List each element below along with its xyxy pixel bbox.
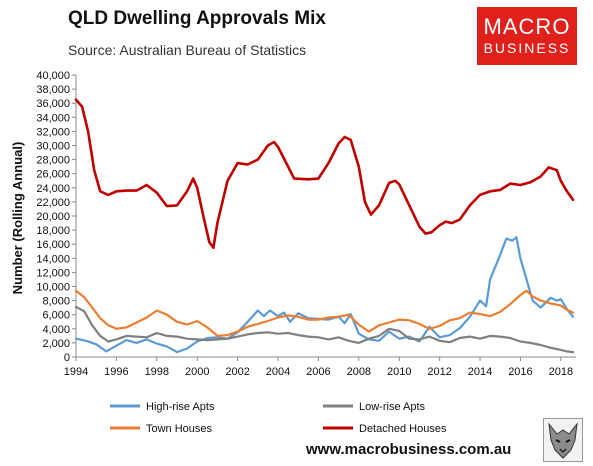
x-tick-label: 1994 bbox=[64, 366, 88, 378]
x-axis: 1994 1996 1998 2000 2002 2004 2006 2008 2010 2012… bbox=[64, 356, 576, 378]
legend-label: High-rise Apts bbox=[146, 401, 215, 413]
chart-subtitle: Source: Australian Bureau of Statistics bbox=[68, 42, 307, 58]
y-tick-label: 38,000 bbox=[36, 84, 70, 96]
y-tick-label: 24,000 bbox=[36, 183, 70, 195]
x-tick-label: 2004 bbox=[266, 366, 290, 378]
x-tick-label: 2008 bbox=[347, 366, 371, 378]
x-tick-label: 2016 bbox=[508, 366, 532, 378]
y-tick-label: 40,000 bbox=[36, 70, 70, 82]
y-tick-label: 36,000 bbox=[36, 98, 70, 110]
chart-title: QLD Dwelling Approvals Mix bbox=[68, 8, 326, 29]
brand-logo-line1: MACRO bbox=[483, 14, 571, 39]
x-tick-label: 2018 bbox=[549, 366, 573, 378]
series-line-high-rise-apts bbox=[74, 236, 575, 354]
legend-label: Detached Houses bbox=[359, 423, 447, 435]
x-tick-label: 1998 bbox=[145, 366, 169, 378]
y-tick-label: 32,000 bbox=[36, 126, 70, 138]
series-lines bbox=[74, 98, 575, 354]
y-tick-label: 4,000 bbox=[42, 324, 70, 336]
y-axis-label: Number (Rolling Annual) bbox=[10, 142, 25, 295]
x-tick-label: 2002 bbox=[225, 366, 249, 378]
series-line-detached-houses bbox=[74, 98, 575, 249]
legend-label: Town Houses bbox=[146, 423, 213, 435]
x-tick-label: 2010 bbox=[387, 366, 411, 378]
x-tick-label: 2014 bbox=[468, 366, 492, 378]
brand-logo-line2: BUSINESS bbox=[483, 40, 571, 56]
y-tick-label: 10,000 bbox=[36, 282, 70, 294]
x-tick-label: 1996 bbox=[104, 366, 128, 378]
y-tick-label: 2,000 bbox=[42, 338, 70, 350]
y-tick-label: 34,000 bbox=[36, 112, 70, 124]
series-line-low-rise-apts bbox=[74, 305, 575, 354]
x-tick-label: 2012 bbox=[427, 366, 451, 378]
x-tick-label: 2006 bbox=[306, 366, 330, 378]
y-tick-label: 22,000 bbox=[36, 197, 70, 209]
x-tick-label: 2000 bbox=[185, 366, 209, 378]
brand-logo: MACRO BUSINESS bbox=[477, 7, 577, 65]
legend: High-rise Apts Low-rise Apts Town Houses De… bbox=[110, 401, 447, 435]
y-tick-label: 16,000 bbox=[36, 239, 70, 251]
y-tick-label: 6,000 bbox=[42, 310, 70, 322]
y-tick-label: 26,000 bbox=[36, 169, 70, 181]
y-tick-label: 12,000 bbox=[36, 267, 70, 279]
y-tick-label: 30,000 bbox=[36, 141, 70, 153]
legend-label: Low-rise Apts bbox=[359, 401, 426, 413]
series-line-town-houses bbox=[74, 289, 575, 337]
y-tick-label: 0 bbox=[64, 352, 70, 364]
y-tick-label: 18,000 bbox=[36, 225, 70, 237]
footer-url: www.macrobusiness.com.au bbox=[306, 441, 512, 458]
wolf-logo-icon bbox=[543, 418, 583, 462]
y-tick-label: 28,000 bbox=[36, 155, 70, 167]
y-axis: 0 2,000 4,000 6,000 8,000 10,000 12,000 14,000 1… bbox=[36, 70, 77, 364]
y-tick-label: 20,000 bbox=[36, 211, 70, 223]
y-tick-label: 14,000 bbox=[36, 253, 70, 265]
y-tick-label: 8,000 bbox=[42, 296, 70, 308]
